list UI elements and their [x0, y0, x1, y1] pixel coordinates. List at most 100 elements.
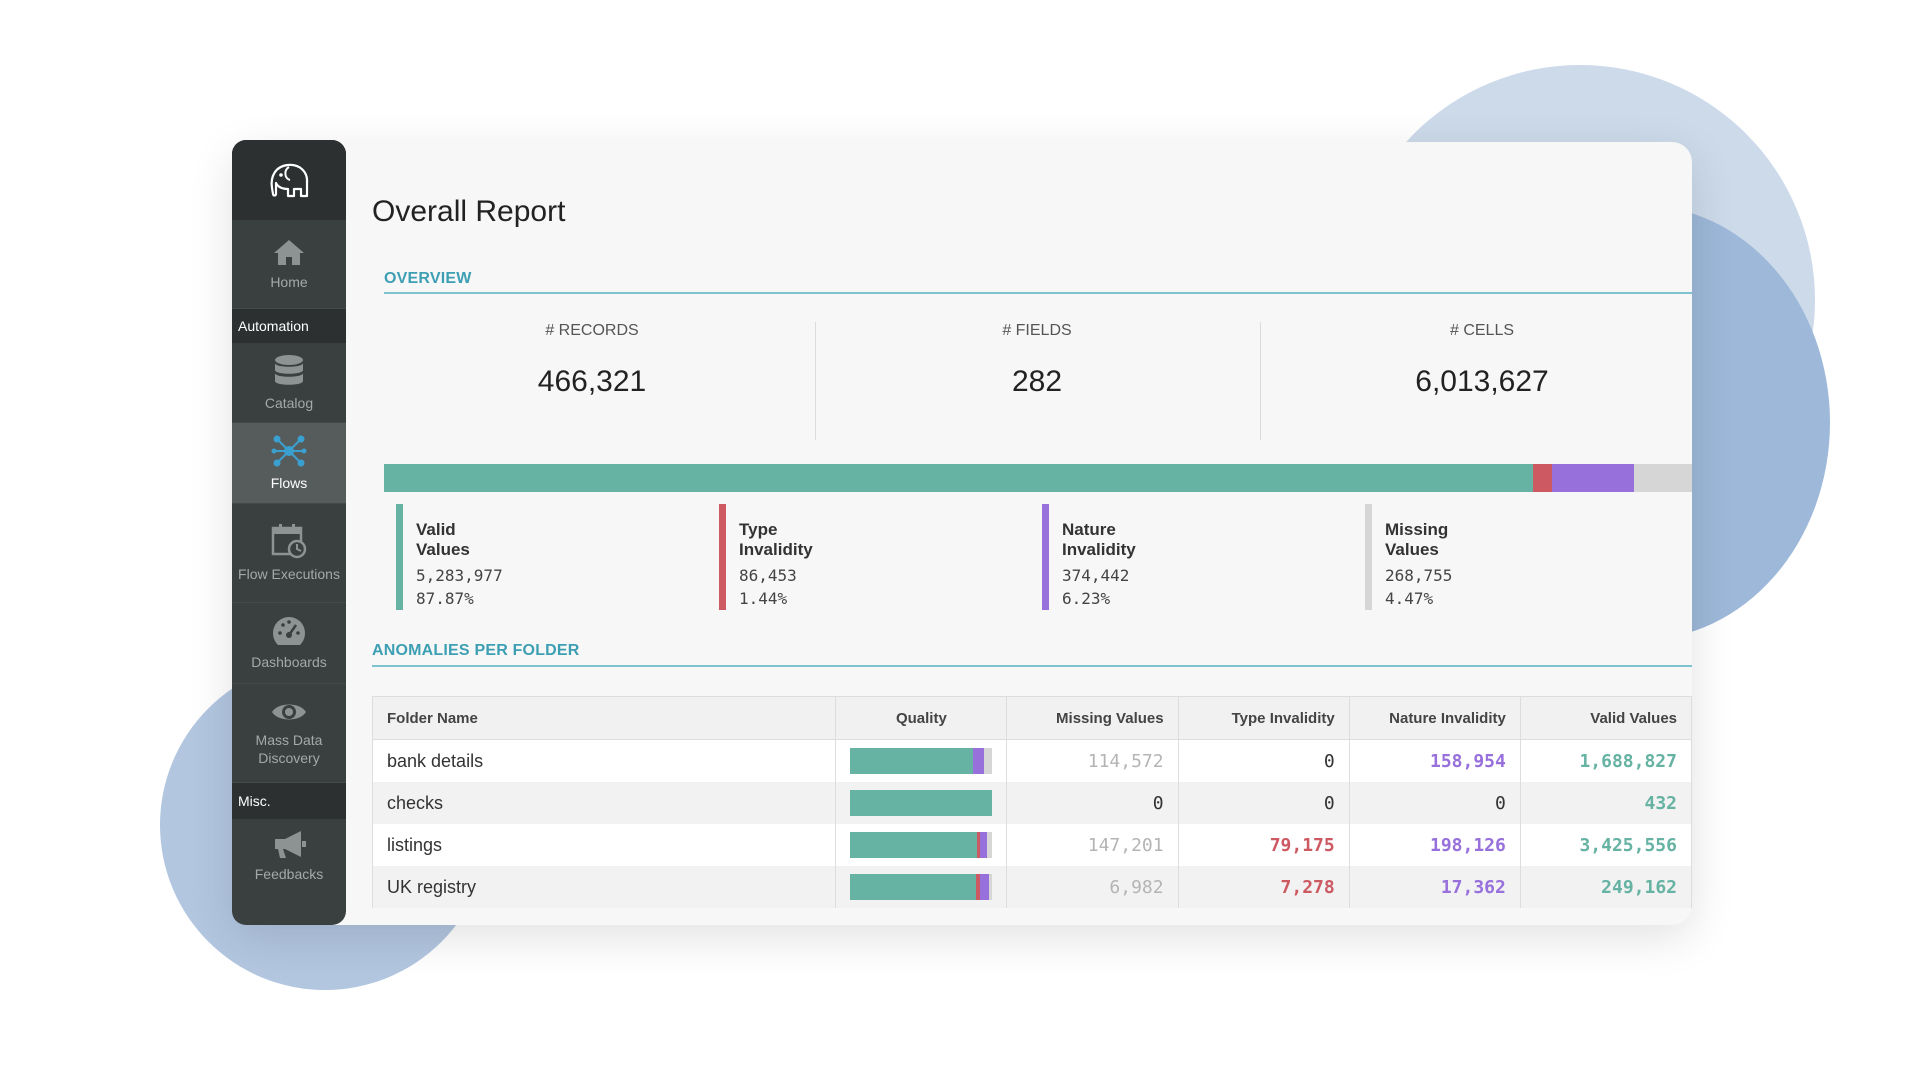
- anomalies-divider: [372, 665, 1692, 667]
- legend-count: 374,442: [1062, 566, 1130, 585]
- nav-home[interactable]: Home: [232, 220, 346, 309]
- nav-mass-data-discovery[interactable]: Mass Data Discovery: [232, 684, 346, 783]
- legend-name: Type Invalidity: [739, 520, 813, 559]
- records-value: 466,321: [537, 365, 647, 398]
- quality-cell: [835, 782, 1008, 824]
- legend-color-bar: [1365, 504, 1372, 610]
- quality-cell: [835, 866, 1008, 908]
- legend-percent: 1.44%: [739, 589, 788, 608]
- legend-color-bar: [1042, 504, 1049, 610]
- nav-dashboards[interactable]: Dashboards: [232, 603, 346, 684]
- nav-dashboards-label: Dashboards: [251, 654, 327, 670]
- type-invalidity-segment: [1533, 464, 1553, 492]
- nav-catalog[interactable]: Catalog: [232, 343, 346, 423]
- missing-values-segment: [1633, 464, 1693, 492]
- valid-values-cell: 249,162: [1519, 866, 1693, 908]
- megaphone-icon: [275, 831, 306, 858]
- anomalies-section-title: ANOMALIES PER FOLDER: [372, 642, 580, 659]
- missing-values-cell: 0: [1006, 782, 1179, 824]
- legend-count: 5,283,977: [416, 566, 503, 585]
- stat-divider: [815, 322, 816, 440]
- elephant-logo-icon: [270, 163, 309, 198]
- column-header-type-invalidity[interactable]: Type Invalidity: [1177, 696, 1350, 740]
- nav-flow-executions[interactable]: Flow Executions: [232, 504, 346, 603]
- legend-percent: 4.47%: [1385, 589, 1434, 608]
- nav-feedbacks[interactable]: Feedbacks: [232, 819, 346, 893]
- page-title: Overall Report: [372, 195, 566, 228]
- nature-invalidity-cell: 0: [1348, 782, 1521, 824]
- records-stat: # RECORDS 466,321: [372, 322, 812, 399]
- legend-color-bar: [396, 504, 403, 610]
- nature-invalidity-cell: 198,126: [1348, 824, 1521, 866]
- column-header-valid-values[interactable]: Valid Values: [1519, 696, 1693, 740]
- column-header-folder-name[interactable]: Folder Name: [371, 696, 837, 740]
- nav-flows[interactable]: Flows: [232, 423, 346, 504]
- overall-quality-bar: [384, 464, 1693, 492]
- column-header-nature-invalidity[interactable]: Nature Invalidity: [1348, 696, 1521, 740]
- fields-value: 282: [1011, 365, 1063, 398]
- column-header-missing-values[interactable]: Missing Values: [1006, 696, 1179, 740]
- table-header-row: Folder Name Quality Missing Values Type …: [371, 696, 1693, 740]
- type-invalidity-segment: [976, 874, 981, 900]
- valid-values-cell: 1,688,827: [1519, 739, 1693, 782]
- missing-segment: [986, 832, 993, 858]
- network-flow-icon: [271, 435, 307, 467]
- nature-invalidity-cell: 158,954: [1348, 739, 1521, 782]
- nature-invalidity-segment: [1552, 464, 1634, 492]
- nature-invalidity-cell: 17,362: [1348, 866, 1521, 908]
- missing-values-cell: 114,572: [1006, 739, 1179, 782]
- stat-divider: [1260, 322, 1261, 440]
- table-row[interactable]: listings 147,201 79,175 198,126 3,425,55…: [371, 824, 1693, 866]
- home-icon: [274, 240, 304, 265]
- type-invalidity-cell: 7,278: [1177, 866, 1350, 908]
- nav-catalog-label: Catalog: [264, 394, 314, 411]
- legend-name: Missing Values: [1385, 520, 1449, 559]
- column-header-quality[interactable]: Quality: [835, 696, 1008, 740]
- cells-stat: # CELLS 6,013,627: [1262, 322, 1702, 399]
- sidebar: Home Automation Catalog Flows: [232, 140, 346, 925]
- type-invalidity-cell: 0: [1177, 782, 1350, 824]
- nav-flows-label: Flows: [270, 475, 308, 491]
- valid-values-cell: 3,425,556: [1519, 824, 1693, 866]
- legend-color-bar: [719, 504, 726, 610]
- quality-cell: [835, 824, 1008, 866]
- quality-bar: [850, 874, 993, 900]
- fields-label: # FIELDS: [1002, 322, 1072, 339]
- logo[interactable]: [232, 140, 346, 220]
- nav-home-label: Home: [270, 274, 308, 290]
- overview-divider: [384, 292, 1692, 294]
- quality-bar: [850, 748, 993, 774]
- legend-name: Nature Invalidity: [1062, 520, 1136, 559]
- valid-values-segment: [384, 464, 1534, 492]
- folder-name-cell[interactable]: UK registry: [371, 866, 837, 908]
- database-icon: [275, 354, 303, 385]
- nature-invalidity-segment: [979, 832, 987, 858]
- folder-name-cell[interactable]: bank details: [371, 739, 837, 782]
- legend-percent: 87.87%: [416, 589, 474, 608]
- valid-values-cell: 432: [1519, 782, 1693, 824]
- valid-segment: [850, 832, 977, 858]
- valid-segment: [850, 790, 993, 816]
- folder-name-cell[interactable]: checks: [371, 782, 837, 824]
- legend-count: 268,755: [1385, 566, 1453, 585]
- quality-bar: [850, 790, 993, 816]
- calendar-clock-icon: [271, 524, 307, 559]
- nav-flow-executions-label: Flow Executions: [238, 566, 340, 582]
- table-row[interactable]: checks 0 0 0 432: [371, 782, 1693, 824]
- nav-section-automation: Automation: [232, 309, 346, 343]
- anomalies-table: Folder Name Quality Missing Values Type …: [371, 696, 1693, 908]
- quality-cell: [835, 739, 1008, 782]
- missing-segment: [988, 874, 993, 900]
- nav-section-misc: Misc.: [232, 783, 346, 819]
- nature-invalidity-segment: [972, 748, 985, 774]
- table-row[interactable]: bank details 114,572 0 158,954 1,688,827: [371, 739, 1693, 782]
- valid-segment: [850, 748, 973, 774]
- folder-name-cell[interactable]: listings: [371, 824, 837, 866]
- nature-invalidity-segment: [980, 874, 989, 900]
- legend-count: 86,453: [739, 566, 797, 585]
- missing-values-cell: 147,201: [1006, 824, 1179, 866]
- fields-stat: # FIELDS 282: [817, 322, 1257, 399]
- cells-label: # CELLS: [1449, 322, 1515, 339]
- legend-name: Valid Values: [416, 520, 470, 559]
- table-row[interactable]: UK registry 6,982 7,278 17,362 249,162: [371, 866, 1693, 908]
